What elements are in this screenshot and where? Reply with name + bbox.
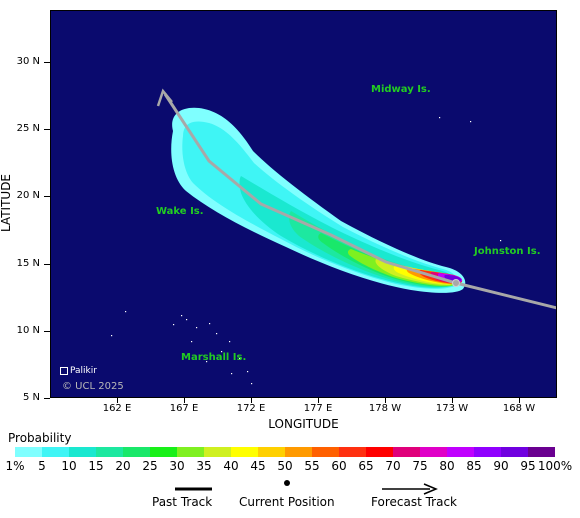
colorbar-label: 55 [304, 459, 320, 473]
legend-title: Probability [8, 431, 72, 445]
colorbar-label: 30 [169, 459, 185, 473]
y-tickmark [44, 264, 50, 265]
colorbar-label: 45 [250, 459, 266, 473]
y-tickmark [44, 331, 50, 332]
colorbar-swatch [150, 447, 177, 457]
colorbar-label: 90 [493, 459, 509, 473]
place-label-palikir: Palikir [60, 366, 97, 376]
colorbar-swatch [420, 447, 447, 457]
x-axis-label: LONGITUDE [268, 417, 339, 431]
colorbar-swatch [528, 447, 555, 457]
x-tick-label: 167 E [169, 403, 199, 414]
y-tick-label: 15 N [16, 258, 40, 269]
colorbar-label: 15 [88, 459, 104, 473]
colorbar-label: 25 [142, 459, 158, 473]
colorbar-label: 50 [277, 459, 293, 473]
x-tickmark [251, 398, 252, 403]
colorbar-swatch [96, 447, 123, 457]
colorbar-swatch [339, 447, 366, 457]
colorbar-swatch [42, 447, 69, 457]
colorbar-swatch [69, 447, 96, 457]
colorbar-label: 10 [61, 459, 77, 473]
map-canvas [111, 88, 556, 385]
x-tick-label: 173 W [435, 403, 469, 414]
x-tick-label: 172 E [236, 403, 266, 414]
colorbar-label: 100% [537, 459, 573, 473]
y-tickmark [44, 196, 50, 197]
y-tick-label: 25 N [16, 123, 40, 134]
track-legend-symbols [175, 480, 438, 495]
forecast-arrow-icon [423, 483, 438, 495]
colorbar-label: 75 [412, 459, 428, 473]
y-tick-label: 10 N [16, 325, 40, 336]
colorbar-swatch [15, 447, 42, 457]
x-tickmark [519, 398, 520, 403]
legend-past-track: Past Track [152, 495, 213, 509]
x-tick-label: 168 W [502, 403, 536, 414]
y-tickmark [44, 398, 50, 399]
colorbar-label: 40 [223, 459, 239, 473]
x-tickmark [452, 398, 453, 403]
colorbar-swatch [312, 447, 339, 457]
colorbar-label: 35 [196, 459, 212, 473]
x-tick-label: 162 E [102, 403, 132, 414]
colorbar-label: 85 [466, 459, 482, 473]
colorbar-swatch [501, 447, 528, 457]
probability-colorbar [15, 447, 555, 457]
colorbar-swatch [204, 447, 231, 457]
current-position-marker [452, 279, 460, 287]
y-axis-label: LATITUDE [0, 173, 13, 233]
colorbar-label: 65 [358, 459, 374, 473]
colorbar-swatch [393, 447, 420, 457]
probability-map [50, 10, 557, 398]
colorbar-swatch [258, 447, 285, 457]
place-label-johnston: Johnston Is. [474, 246, 541, 257]
place-label-marshall: Marshall Is. [181, 352, 247, 363]
legend-current-position: Current Position [239, 495, 335, 509]
colorbar-label: 60 [331, 459, 347, 473]
colorbar-label: 5 [38, 459, 46, 473]
colorbar-label: 70 [385, 459, 401, 473]
capital-marker-icon [60, 366, 68, 375]
prob-swath-10 [239, 176, 455, 288]
x-tickmark [318, 398, 319, 403]
colorbar-label: 95 [520, 459, 536, 473]
colorbar-swatch [447, 447, 474, 457]
prob-swath-5 [182, 121, 458, 289]
colorbar-label: 80 [439, 459, 455, 473]
colorbar-label: 20 [115, 459, 131, 473]
x-tickmark [184, 398, 185, 403]
place-label-wake: Wake Is. [156, 206, 204, 217]
colorbar-swatch [474, 447, 501, 457]
y-tick-label: 30 N [16, 56, 40, 67]
copyright-text: © UCL 2025 [62, 381, 124, 392]
colorbar-swatch [231, 447, 258, 457]
y-tickmark [44, 129, 50, 130]
colorbar-swatch [123, 447, 150, 457]
x-tickmark [385, 398, 386, 403]
x-tick-label: 178 W [368, 403, 402, 414]
colorbar-label: 1% [5, 459, 25, 473]
colorbar-swatch [366, 447, 393, 457]
island-dots [111, 117, 502, 385]
y-tickmark [44, 62, 50, 63]
x-tick-label: 177 E [303, 403, 333, 414]
y-tick-label: 20 N [16, 190, 40, 201]
colorbar-swatch [285, 447, 312, 457]
legend-forecast-track: Forecast Track [371, 495, 457, 509]
x-tickmark [117, 398, 118, 403]
colorbar-swatch [177, 447, 204, 457]
place-label-midway: Midway Is. [371, 84, 431, 95]
y-tick-label: 5 N [22, 392, 40, 403]
forecast-track-arrowhead [156, 88, 173, 107]
current-position-symbol [284, 480, 290, 486]
palikir-text: Palikir [70, 366, 97, 376]
